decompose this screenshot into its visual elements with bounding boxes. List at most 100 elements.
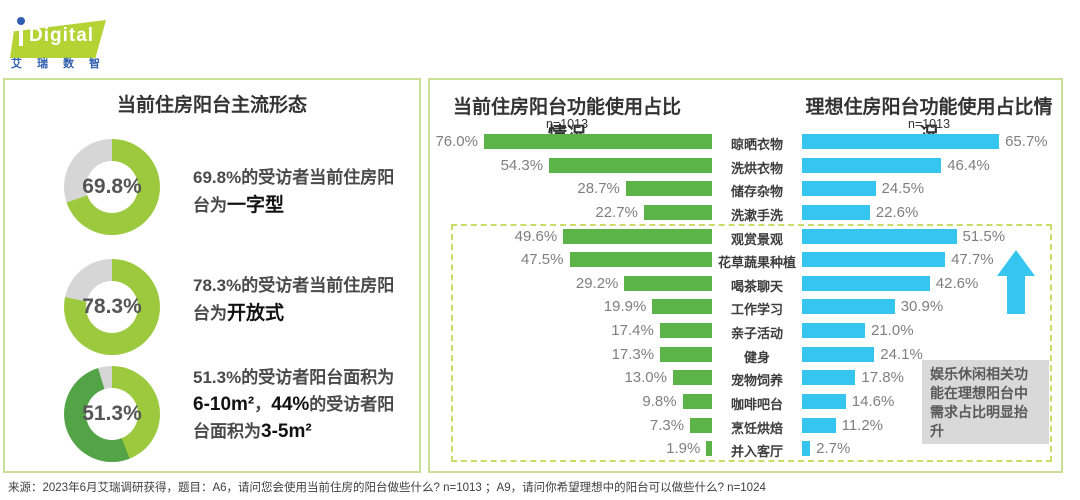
category-label: 健身 — [743, 349, 770, 365]
bar-value-label-current: 17.3% — [611, 345, 655, 363]
bar-current — [484, 134, 712, 149]
bar-value-label-current: 76.0% — [435, 133, 478, 150]
bar-value-label-current: 7.3% — [649, 416, 685, 434]
stat-text: 78.3%的受访者当前住房阳台为开放式 — [193, 276, 395, 324]
bar-value-label-current: 13.0% — [624, 369, 667, 387]
bar-ideal — [802, 323, 865, 338]
current-chart-sample-size: n=1013 — [545, 117, 589, 131]
category-label: 观赏景观 — [730, 231, 783, 247]
bar-value-label-ideal: 65.7% — [1005, 133, 1048, 150]
left-panel-title: 当前住房阳台主流形态 — [116, 95, 307, 116]
bar-value-label-ideal: 24.1% — [880, 345, 923, 363]
bar-value-label-current: 19.9% — [603, 298, 647, 316]
donut-label: 69.8% — [82, 175, 142, 198]
chart-row: 49.6% 观赏景观 51.5% — [430, 225, 1065, 249]
bar-ideal — [802, 417, 836, 433]
bar-current — [643, 204, 712, 220]
bar-current — [659, 323, 712, 338]
logo-subtitle: 艾瑞数智 — [11, 58, 115, 70]
chart-row: 17.4% 亲子活动 21.0% — [430, 319, 1065, 343]
category-label: 洗烘衣物 — [730, 160, 783, 176]
bar-value-label-ideal: 17.8% — [861, 369, 904, 387]
ideal-chart-sample-size: n=1013 — [907, 117, 951, 131]
bar-ideal — [802, 275, 930, 291]
chart-row: 29.2% 喝茶聊天 42.6% — [430, 272, 1065, 296]
bar-value-label-current: 54.3% — [500, 156, 544, 174]
donut-label: 51.3% — [82, 402, 142, 425]
bar-current — [625, 181, 712, 197]
chart-row: 22.7% 洗漱手洗 22.6% — [430, 201, 1065, 225]
logo-i-stem — [19, 30, 23, 46]
category-label: 洗漱手洗 — [730, 207, 783, 223]
bar-value-label-ideal: 22.6% — [875, 203, 919, 221]
category-label: 咖啡吧台 — [730, 396, 783, 412]
chart-row: 13.0% 宠物饲养 17.8% — [430, 366, 1065, 390]
donut-chart-open-type: 78.3% — [64, 259, 160, 355]
bar-ideal — [802, 299, 895, 315]
bar-ideal — [802, 204, 870, 220]
bar-current — [660, 346, 712, 362]
category-label: 亲子活动 — [730, 326, 783, 341]
bar-ideal — [802, 252, 946, 268]
bar-value-label-current: 22.7% — [595, 203, 638, 221]
category-label: 宠物饲养 — [730, 373, 783, 389]
bar-value-label-ideal: 14.6% — [851, 392, 895, 410]
bar-value-label-ideal: 46.4% — [947, 156, 990, 174]
bar-ideal — [802, 134, 1000, 149]
increase-arrow-icon — [997, 250, 1035, 314]
bar-ideal — [802, 228, 957, 244]
bar-value-label-current: 49.6% — [514, 227, 558, 245]
chart-row: 28.7% 储存杂物 24.5% — [430, 177, 1065, 201]
bar-ideal — [802, 346, 875, 362]
bar-value-label-current: 47.5% — [520, 251, 564, 269]
bar-current — [706, 441, 712, 457]
category-label: 花草蔬果种植 — [717, 255, 796, 271]
bar-value-label-ideal: 51.5% — [962, 227, 1006, 245]
category-label: 储存杂物 — [730, 184, 783, 200]
bar-value-label-ideal: 30.9% — [900, 298, 944, 316]
stat-text: 69.8%的受访者当前住房阳台为一字型 — [193, 168, 395, 216]
donut-chart-linear-type: 69.8% — [64, 139, 160, 235]
bar-value-label-current: 28.7% — [577, 180, 620, 198]
donut-chart-area: 51.3% — [64, 366, 160, 462]
chart-row: 7.3% 烹饪烘焙 11.2% — [430, 414, 1065, 438]
category-label: 并入客厅 — [730, 444, 783, 460]
bar-value-label-ideal: 2.7% — [816, 440, 851, 458]
bar-value-label-current: 9.8% — [642, 392, 677, 410]
logo-brand-text: Digital — [29, 25, 95, 46]
balcony-usage-panel: 当前住房阳台功能使用占比情况 n=1013 理想住房阳台功能使用占比情况 n=1… — [428, 78, 1063, 473]
bar-value-label-ideal: 11.2% — [841, 416, 884, 434]
bar-current — [652, 299, 712, 315]
chart-row: 9.8% 咖啡吧台 14.6% — [430, 390, 1065, 414]
tornado-rows: 76.0% 晾晒衣物 65.7% 54.3% 洗烘衣物 46.4% 28.7% 储存杂物 24.… — [430, 130, 1065, 461]
category-label: 烹饪烘焙 — [730, 420, 783, 436]
leisure-highlight-dashed-box — [451, 224, 1052, 462]
chart-row: 19.9% 工作学习 30.9% — [430, 295, 1065, 319]
bar-ideal — [802, 441, 811, 457]
stat-text: 51.3%的受访者阳台面积为6-10m²，44%的受访者阳台面积为3-5m² — [193, 368, 395, 442]
annotation-box: 娱乐休闲相关功能在理想阳台中需求占比明显抬升 — [922, 360, 1049, 444]
bar-value-label-ideal: 42.6% — [935, 274, 979, 292]
logo-mark: Digital 艾瑞数智 — [8, 8, 128, 70]
bar-ideal — [802, 181, 876, 197]
bar-value-label-current: 29.2% — [575, 274, 619, 292]
chart-row: 1.9% 并入客厅 2.7% — [430, 437, 1065, 461]
donut-label: 78.3% — [82, 295, 142, 318]
bar-current — [682, 393, 712, 409]
balcony-form-panel: 当前住房阳台主流形态 69.8% 69.8%的受访者当前住房阳台为一字型 78.… — [3, 78, 421, 473]
annotation-text: 娱乐休闲相关功能在理想阳台中需求占比明显抬升 — [930, 366, 1028, 439]
category-label: 工作学习 — [730, 302, 783, 318]
logo-i-dot-icon — [17, 17, 25, 25]
bar-current — [563, 228, 712, 244]
bar-ideal — [802, 157, 942, 173]
chart-row: 76.0% 晾晒衣物 65.7% — [430, 130, 1065, 154]
bar-value-label-ideal: 24.5% — [881, 180, 925, 198]
category-label: 喝茶聊天 — [730, 278, 783, 294]
chart-row: 47.5% 花草蔬果种植 47.7% — [430, 248, 1065, 272]
bar-current — [624, 275, 712, 291]
bar-current — [690, 417, 712, 433]
category-label: 晾晒衣物 — [730, 137, 783, 152]
bar-value-label-current: 1.9% — [666, 440, 701, 458]
chart-row: 17.3% 健身 24.1% — [430, 343, 1065, 367]
bar-current — [673, 370, 712, 386]
